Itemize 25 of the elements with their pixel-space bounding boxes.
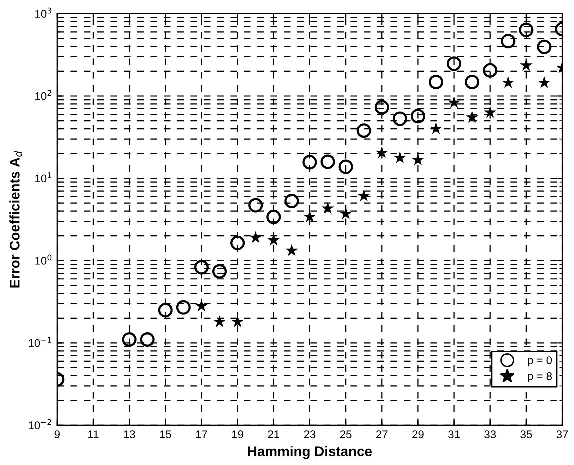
x-tick-label: 13 [124, 430, 136, 438]
x-tick-label: 25 [340, 430, 352, 438]
x-tick-label: 9 [54, 430, 60, 438]
y-tick-label: 10$^{1}$ [36, 172, 52, 183]
x-tick-label: 21 [268, 430, 280, 438]
x-tick-label: 19 [232, 430, 244, 438]
x-tick-label: 35 [520, 430, 532, 438]
x-tick-label: 15 [160, 430, 172, 438]
x-axis-title: Hamming Distance [248, 446, 372, 460]
x-tick-label: 29 [412, 430, 424, 438]
x-tick-label: 31 [448, 430, 460, 438]
x-tick-label: 17 [196, 430, 208, 438]
x-tick-label: 33 [484, 430, 496, 438]
y-tick-label: 10$^{0}$ [36, 254, 52, 265]
y-tick-label: 10$^{−2}$ [29, 419, 52, 430]
x-tick-label: 27 [376, 430, 388, 438]
legend-label: p = 0 [528, 356, 552, 367]
y-tick-label: 10$^{−1}$ [29, 337, 52, 348]
x-tick-label: 37 [556, 430, 568, 438]
y-tick-label: 10$^{3}$ [36, 8, 52, 18]
y-axis-title: Error Coefficients A$_{d}$ [10, 151, 22, 288]
x-tick-label: 11 [88, 430, 99, 438]
legend-label: p = 8 [528, 372, 552, 383]
y-tick-label: 10$^{2}$ [36, 90, 52, 100]
x-tick-label: 23 [304, 430, 316, 438]
